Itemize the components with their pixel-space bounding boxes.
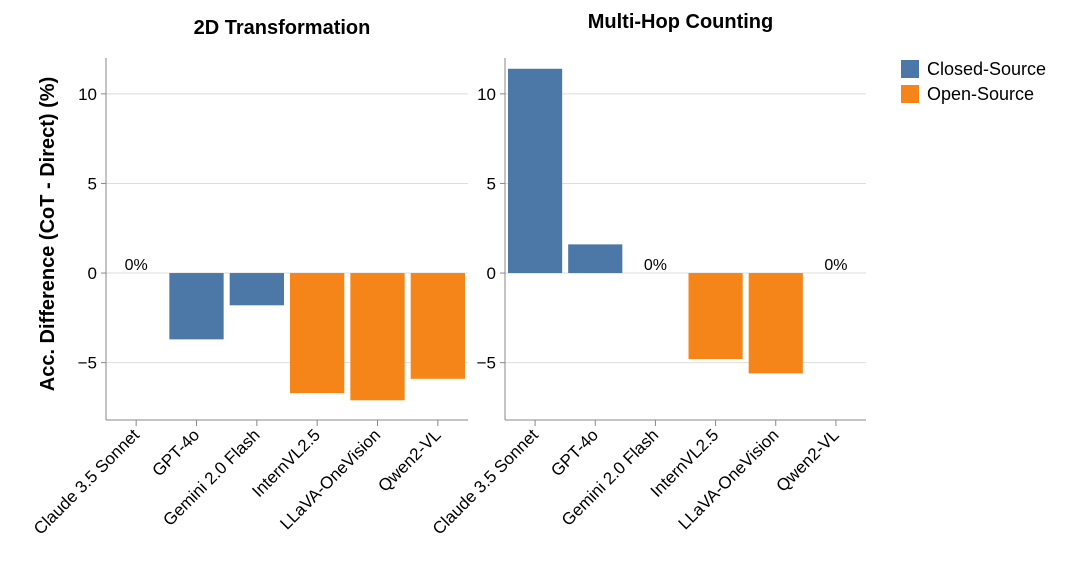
x-tick-label: Claude 3.5 Sonnet [429, 425, 542, 538]
bar [229, 273, 284, 306]
x-tick-label: Qwen2-VL [773, 425, 843, 495]
y-tick-label: 0 [487, 264, 496, 283]
y-axis-label: Acc. Difference (CoT - Direct) (%) [37, 77, 59, 392]
bar [410, 273, 465, 379]
zero-value-label: 0% [824, 257, 847, 274]
bar [748, 273, 803, 374]
bar [508, 68, 563, 274]
y-tick-label: 5 [487, 174, 496, 193]
legend-label: Closed-Source [927, 59, 1046, 79]
legend-swatch [901, 85, 919, 103]
legend-swatch [901, 60, 919, 78]
bar [169, 273, 224, 340]
legend-label: Open-Source [927, 84, 1034, 104]
bar [568, 244, 623, 274]
y-tick-label: −5 [78, 354, 97, 373]
bar [290, 273, 345, 394]
bar [688, 273, 743, 360]
x-tick-label: Qwen2-VL [374, 425, 444, 495]
x-tick-label: GPT-4o [547, 425, 602, 480]
y-tick-label: −5 [477, 354, 496, 373]
y-tick-label: 10 [78, 85, 97, 104]
x-tick-label: LLaVA-OneVision [675, 425, 783, 533]
panel-title: Multi-Hop Counting [588, 11, 774, 33]
x-tick-label: Claude 3.5 Sonnet [30, 425, 143, 538]
x-tick-label: GPT-4o [148, 425, 203, 480]
y-tick-label: 0 [88, 264, 97, 283]
x-tick-label: LLaVA-OneVision [276, 425, 384, 533]
y-tick-label: 5 [88, 174, 97, 193]
y-tick-label: 10 [477, 85, 496, 104]
zero-value-label: 0% [644, 257, 667, 274]
zero-value-label: 0% [125, 257, 148, 274]
bar [350, 273, 405, 401]
panel-title: 2D Transformation [194, 17, 371, 39]
